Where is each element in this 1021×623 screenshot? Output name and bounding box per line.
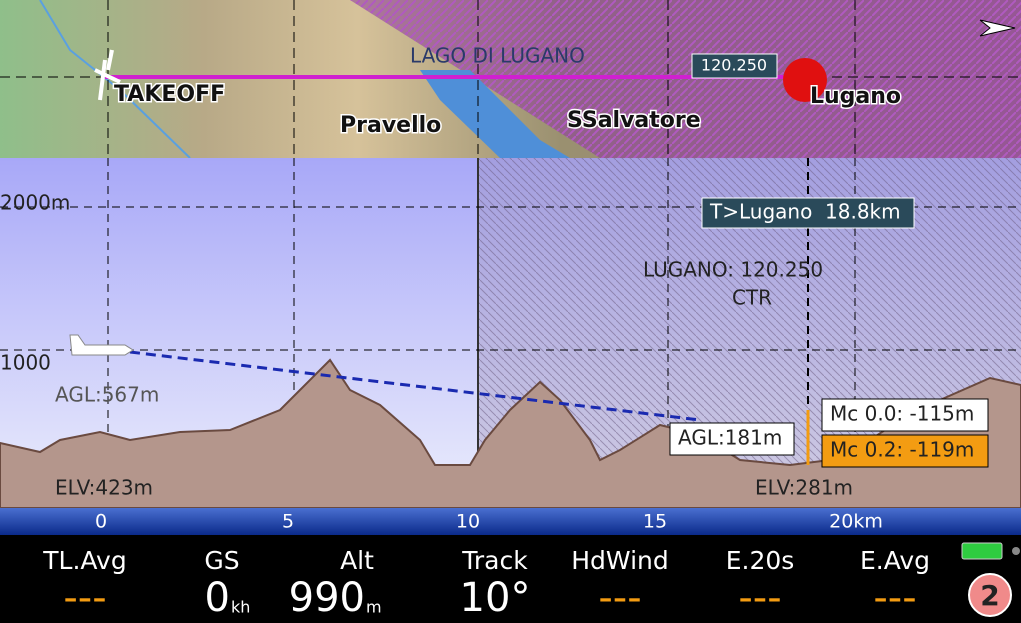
- waypoint-label: TAKEOFF: [114, 82, 225, 107]
- elevation-label: ELV:423m: [55, 476, 153, 500]
- target-box: [701, 197, 915, 229]
- elevation-label: ELV:281m: [755, 476, 853, 500]
- infobox-value: ---: [63, 575, 106, 619]
- gps-indicator: [1012, 547, 1020, 555]
- infobox-value: 0: [205, 575, 230, 619]
- distance-axis: 0 5 10 15 20km: [0, 508, 1021, 535]
- mc-box: [821, 398, 989, 432]
- value-text: ---: [873, 575, 916, 619]
- battery: [961, 542, 1003, 560]
- north-arrow: [979, 19, 1016, 37]
- frequency-box: [691, 53, 778, 79]
- infobox-value: ---: [873, 575, 916, 619]
- mc-box: [821, 434, 989, 468]
- axis-label: 20km: [829, 511, 883, 533]
- value-text: ---: [63, 575, 106, 619]
- lake: [420, 70, 570, 158]
- altitude-label: 2000m: [0, 191, 70, 215]
- agl-label: AGL:181m: [678, 426, 782, 450]
- target-label: T>Lugano 18.8km: [709, 200, 901, 224]
- waypoint-label: Pravello: [340, 113, 441, 138]
- axis-bar: [0, 508, 1021, 535]
- infobox-unit: m: [366, 598, 382, 617]
- infobox-title: E.Avg: [860, 546, 930, 575]
- infobox[interactable]: HdWind---: [571, 546, 669, 621]
- axis-label: 0: [95, 511, 107, 533]
- agl-label: AGL:567m: [55, 383, 159, 407]
- glider-symbol: [94, 49, 121, 101]
- infobox[interactable]: TL.Avg---: [42, 546, 126, 621]
- airport[interactable]: [783, 58, 827, 102]
- map-label: LAGO DI LUGANO: [410, 44, 585, 68]
- agl-box: [669, 422, 795, 456]
- glider: [69, 334, 134, 356]
- badge[interactable]: [968, 573, 1012, 617]
- airspace-label: CTR: [732, 286, 772, 310]
- infobox-title: E.20s: [726, 546, 795, 575]
- infobox[interactable]: E.20s---: [726, 546, 795, 621]
- infobox-title: GS: [204, 546, 239, 575]
- waypoint-label: Lugano: [810, 84, 901, 109]
- value-text: ---: [598, 575, 641, 619]
- value-text: 990: [289, 575, 365, 619]
- infobox[interactable]: E.Avg---: [860, 546, 930, 621]
- infobox[interactable]: GS0 kh: [204, 546, 250, 621]
- waypoint-label: SSalvatore: [567, 108, 701, 133]
- mc-label: Mc 0.0: -115m: [830, 402, 974, 426]
- altitude-label: 1000: [0, 351, 51, 375]
- value-text: ---: [738, 575, 781, 619]
- airspace-label: LUGANO: 120.250: [643, 258, 823, 282]
- value-text: 0: [205, 575, 230, 619]
- frequency: 120.250: [701, 56, 767, 75]
- axis-label: 15: [643, 511, 667, 533]
- infobox-value: 10°: [460, 575, 531, 619]
- cross-section: 2000m 1000 AGL:567m ELV:423m T>Lugano 18…: [0, 158, 1021, 509]
- infobox-title: TL.Avg: [42, 546, 126, 575]
- badge-label: 2: [980, 579, 999, 612]
- map[interactable]: LAGO DI LUGANO 120.250 TAKEOFF Pravello …: [0, 0, 1021, 159]
- infobox-value: ---: [738, 575, 781, 619]
- infobox-title: Track: [461, 546, 528, 575]
- infobox-unit: kh: [231, 598, 250, 617]
- axis-label: 10: [456, 511, 480, 533]
- axis-label: 5: [282, 511, 294, 533]
- mc-label: Mc 0.2: -119m: [830, 438, 974, 462]
- infobox-value: ---: [598, 575, 641, 619]
- infobox-value: 990: [289, 575, 365, 619]
- infobox-title: Alt: [340, 546, 374, 575]
- infobox-title: HdWind: [571, 546, 669, 575]
- value-text: 10°: [460, 575, 531, 619]
